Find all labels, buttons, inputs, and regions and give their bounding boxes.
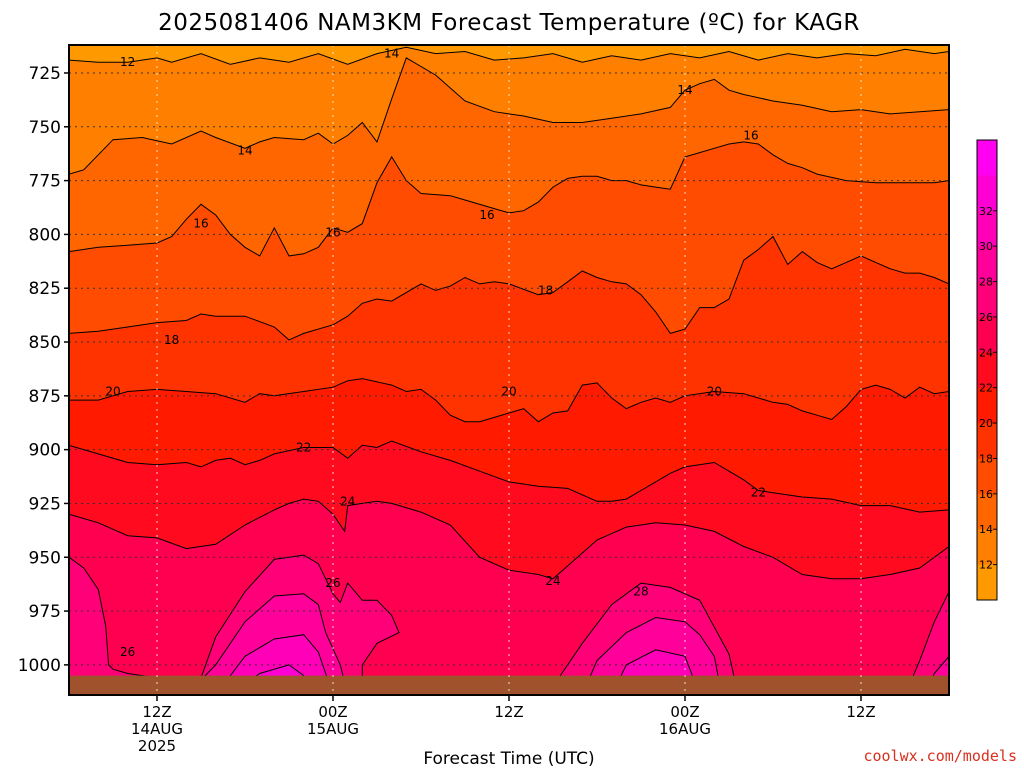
y-axis-ticks: 725 750 775 800 825 850 875 900 925 950 975 1000 bbox=[18, 64, 69, 676]
colorbar-swatch bbox=[977, 246, 997, 283]
x-tick-label: 16AUG bbox=[659, 720, 711, 738]
x-tick-label: 15AUG bbox=[307, 720, 359, 738]
y-tick-label: 750 bbox=[29, 118, 61, 138]
contour-label: 22 bbox=[296, 440, 311, 454]
temperature-fill-bands bbox=[69, 45, 949, 695]
x-tick-label: 00Z bbox=[318, 703, 347, 721]
contour-label: 16 bbox=[325, 225, 340, 239]
x-tick-label: 2025 bbox=[138, 737, 176, 755]
contour-label: 14 bbox=[237, 143, 252, 157]
contour-label: 12 bbox=[120, 55, 135, 69]
y-tick-label: 725 bbox=[29, 64, 61, 84]
colorbar-swatch bbox=[977, 175, 997, 212]
colorbar-label: 28 bbox=[979, 276, 993, 289]
x-tick-label: 12Z bbox=[494, 703, 523, 721]
colorbar-label: 26 bbox=[979, 311, 993, 324]
y-tick-label: 800 bbox=[29, 225, 61, 245]
y-tick-label: 950 bbox=[29, 548, 61, 568]
contour-line bbox=[69, 440, 949, 513]
contour-line bbox=[185, 593, 949, 695]
chart-title: 2025081406 NAM3KM Forecast Temperature (… bbox=[158, 10, 860, 36]
colorbar-swatch bbox=[977, 493, 997, 530]
x-tick-label: 12Z bbox=[142, 703, 171, 721]
contour-label: 22 bbox=[751, 486, 766, 500]
contour-label: 26 bbox=[325, 576, 340, 590]
contour-line bbox=[69, 141, 949, 257]
contour-label: 20 bbox=[105, 385, 120, 399]
colorbar-swatch bbox=[977, 387, 997, 424]
colorbar-label: 30 bbox=[979, 240, 993, 253]
colorbar-frame bbox=[976, 139, 998, 601]
colorbar-label: 16 bbox=[979, 488, 993, 501]
x-tick-label: 12Z bbox=[846, 703, 875, 721]
contour-line bbox=[69, 378, 949, 423]
colorbar-swatch bbox=[977, 140, 997, 176]
contour-label: 26 bbox=[120, 645, 135, 659]
y-tick-label: 975 bbox=[29, 602, 61, 622]
colorbar-swatch bbox=[977, 281, 997, 318]
x-tick-label: 00Z bbox=[670, 703, 699, 721]
y-tick-label: 875 bbox=[29, 387, 61, 407]
y-tick-label: 775 bbox=[29, 172, 61, 192]
contour-label: 18 bbox=[538, 283, 553, 297]
colorbar-label: 22 bbox=[979, 382, 993, 395]
y-tick-label: 825 bbox=[29, 279, 61, 299]
colorbar-label: 18 bbox=[979, 452, 993, 465]
temperature-contour-lines bbox=[69, 46, 949, 695]
y-tick-label: 925 bbox=[29, 494, 61, 514]
terrain-strip bbox=[69, 675, 949, 695]
colorbar-swatch bbox=[977, 564, 997, 601]
contour-label: 20 bbox=[707, 385, 722, 399]
credit-text: coolwx.com/models bbox=[863, 747, 1017, 765]
contour-line bbox=[69, 235, 949, 341]
colorbar-swatch bbox=[977, 352, 997, 389]
terrain-fill bbox=[69, 675, 949, 695]
y-tick-label: 1000 bbox=[18, 656, 61, 676]
colorbar: 12 14 16 18 20 22 24 26 28 30 32 bbox=[976, 139, 998, 601]
colorbar-swatch bbox=[977, 316, 997, 353]
contour-label: 24 bbox=[340, 494, 355, 508]
colorbar-label: 14 bbox=[979, 523, 993, 536]
y-tick-label: 900 bbox=[29, 441, 61, 461]
colorbar-swatch bbox=[977, 529, 997, 566]
colorbar-label: 32 bbox=[979, 205, 993, 218]
colorbar-swatch bbox=[977, 210, 997, 247]
contour-label: 14 bbox=[384, 47, 399, 61]
contour-line bbox=[215, 634, 949, 695]
colorbar-swatch bbox=[977, 458, 997, 495]
x-tick-label: 14AUG bbox=[131, 720, 183, 738]
contour-label: 14 bbox=[677, 83, 692, 97]
contour-line bbox=[69, 554, 949, 695]
contour-label: 16 bbox=[743, 128, 758, 142]
colorbar-label: 24 bbox=[979, 346, 993, 359]
contour-label: 16 bbox=[479, 208, 494, 222]
contour-label: 28 bbox=[633, 585, 648, 599]
contour-line bbox=[69, 498, 949, 580]
contour-line bbox=[69, 57, 949, 175]
contour-labels: 12 14 14 14 16 16 16 16 18 18 20 20 20 22 22 24 24 26 26 28 bbox=[105, 47, 766, 659]
colorbar-label: 12 bbox=[979, 559, 993, 572]
contour-label: 16 bbox=[193, 217, 208, 231]
contour-label: 20 bbox=[501, 385, 516, 399]
plot-grid bbox=[69, 45, 949, 695]
colorbar-swatch bbox=[977, 423, 997, 459]
contour-label: 24 bbox=[545, 574, 560, 588]
contour-label: 18 bbox=[164, 333, 179, 347]
x-axis-label: Forecast Time (UTC) bbox=[423, 749, 594, 768]
y-tick-label: 850 bbox=[29, 333, 61, 353]
colorbar-label: 20 bbox=[979, 417, 993, 430]
